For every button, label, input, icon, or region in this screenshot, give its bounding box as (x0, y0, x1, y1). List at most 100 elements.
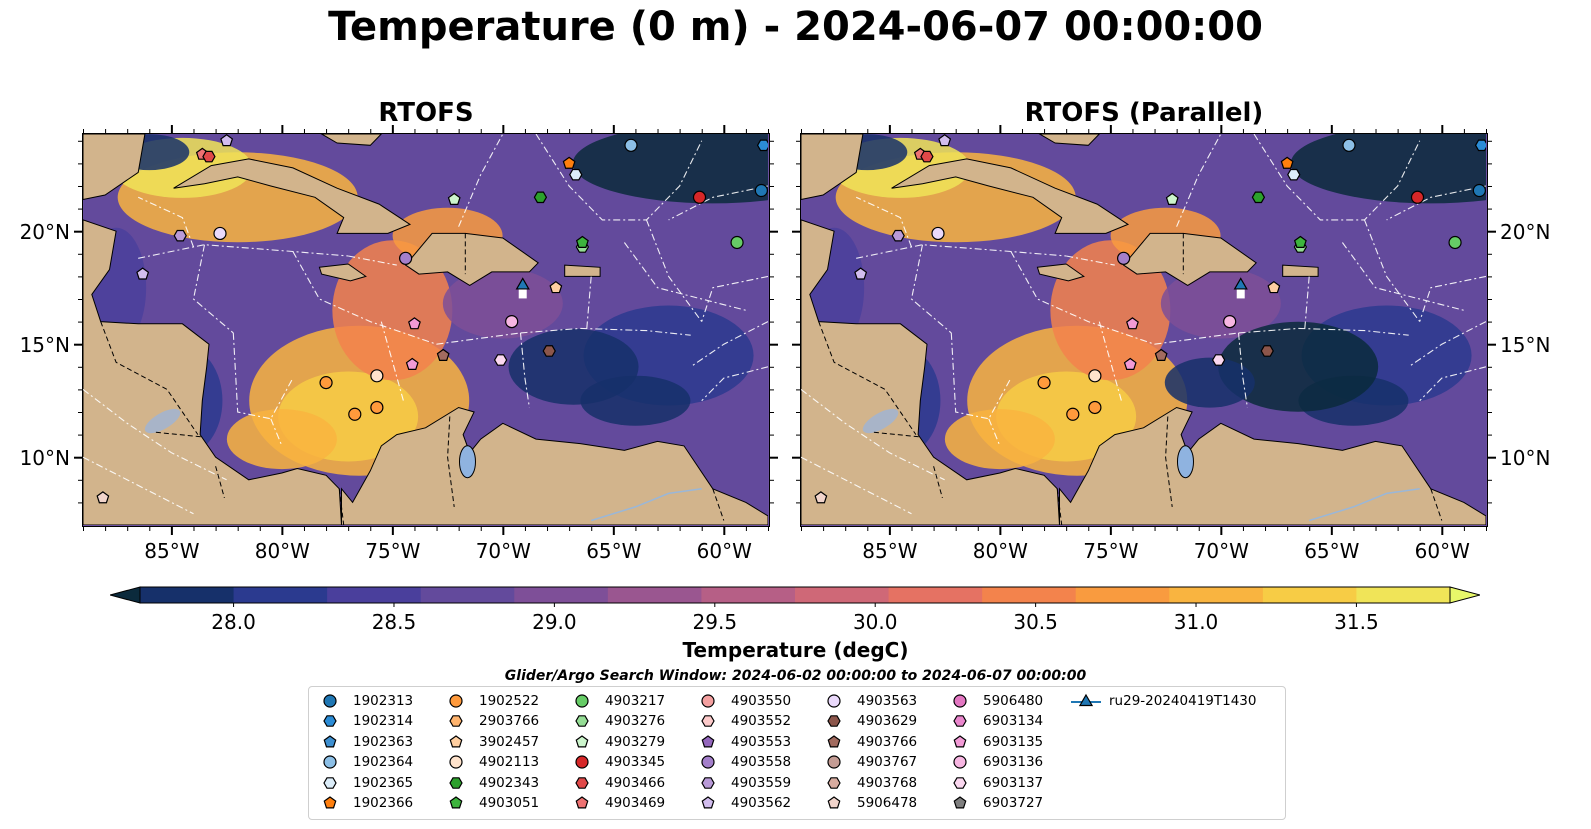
legend-label: 2903766 (479, 713, 540, 730)
legend-marker (575, 755, 589, 769)
colorbar-bin (795, 587, 890, 603)
legend-label: 4903553 (731, 733, 792, 750)
legend-marker-shape (323, 755, 337, 769)
legend-label: 1902365 (353, 774, 414, 791)
legend-marker (449, 715, 463, 728)
observation-4903558 (399, 251, 413, 265)
legend-marker-shape (953, 776, 967, 789)
colorbar-tick-label: 30.0 (852, 610, 898, 634)
legend-item: 1902365 (313, 773, 413, 793)
eez-boundary (645, 219, 703, 322)
legend-label: 4903768 (857, 774, 918, 791)
legend-label: 1902366 (353, 795, 414, 811)
legend-item: 1902363 (313, 732, 413, 752)
observation-4903345 (692, 190, 707, 204)
legend-marker-shape (449, 735, 463, 748)
lon-tick-label: 65°W (586, 539, 642, 563)
legend-label: 4903766 (857, 733, 918, 750)
country-border (818, 321, 917, 435)
eez-boundary (668, 185, 769, 221)
land-jamaica (318, 263, 367, 282)
eez-boundary (1419, 366, 1487, 402)
land-yucatan (83, 134, 146, 201)
eez-boundary (988, 418, 1001, 447)
legend-label: 1902522 (479, 693, 540, 709)
legend-marker (323, 694, 337, 708)
lon-tick-label: 75°W (1083, 539, 1139, 563)
legend-item: 4903563 (817, 691, 917, 711)
glider-track (518, 288, 527, 299)
legend-item: 4903766 (817, 732, 917, 752)
legend-label: 1902314 (353, 713, 414, 730)
eez-boundary (1408, 321, 1487, 368)
observation-1902522 (1088, 400, 1102, 415)
legend-marker-shape (701, 694, 715, 708)
observation-4903562 (938, 134, 952, 147)
lon-tick-label: 70°W (475, 539, 531, 563)
lon-tick-label: 80°W (254, 539, 310, 563)
legend-marker-shape (701, 776, 715, 789)
lake-nicaragua (144, 408, 181, 434)
eez-boundary (519, 332, 530, 408)
legend-label: 4903550 (731, 693, 792, 709)
legend-marker-shape (575, 694, 589, 708)
legend-marker-shape (449, 776, 463, 789)
legend-marker (953, 715, 967, 728)
temperature-map-rtofs-parallel (801, 134, 1487, 526)
eez-boundary (701, 275, 769, 322)
eez-boundary (1386, 185, 1487, 221)
legend-item: 4902113 (439, 752, 539, 772)
legend-label: 4903552 (731, 713, 792, 730)
observation-3902457 (549, 280, 563, 294)
colorbar-bin (982, 587, 1077, 603)
legend-marker (449, 755, 463, 769)
colorbar-bin (1169, 587, 1264, 603)
legend-marker (827, 776, 841, 789)
legend-label: 4903562 (731, 795, 792, 811)
observation-4903562 (136, 267, 150, 280)
legend-marker-shape (827, 694, 841, 708)
legend-marker (701, 735, 715, 748)
colorbar-bin (1075, 587, 1170, 603)
observation-4903345 (1410, 190, 1425, 204)
legend-item: 4903466 (565, 773, 665, 793)
legend-marker (323, 735, 337, 748)
legend-marker (827, 715, 841, 728)
legend-marker-shape (701, 715, 715, 728)
legend-label: 4903767 (857, 754, 918, 771)
panel-title-rtofs-parallel: RTOFS (Parallel) (1024, 98, 1264, 128)
eez-boundary (1253, 134, 1421, 221)
legend-item: 3902457 (439, 732, 539, 752)
legend-marker-shape (323, 796, 337, 809)
observation-1902522 (1037, 376, 1051, 390)
lat-tick-label: 15°N (1500, 332, 1551, 357)
observation-4902343 (533, 191, 548, 204)
figure-title: Temperature (0 m) - 2024-06-07 00:00:00 (328, 4, 1263, 50)
eez-boundary (138, 244, 349, 259)
legend-marker-shape (323, 776, 337, 789)
observation-1902522 (370, 400, 384, 415)
legend-item: 1902522 (439, 691, 539, 711)
land-jamaica (1036, 263, 1085, 282)
lon-tick-label: 65°W (1304, 539, 1360, 563)
observation-6903136 (505, 314, 519, 329)
eez-boundary (83, 388, 227, 481)
search-window-text: Glider/Argo Search Window: 2024-06-02 00… (504, 668, 1087, 684)
legend-item: 4903768 (817, 773, 917, 793)
eez-boundary (1010, 251, 1239, 345)
river-orinoco (590, 488, 702, 522)
legend-label: 6903727 (983, 795, 1044, 811)
observation-4902113 (1088, 369, 1102, 383)
lake-maracaibo (1176, 445, 1194, 479)
observation-5906478 (814, 491, 828, 504)
eez-boundary (1419, 275, 1487, 322)
legend-marker-shape (827, 755, 841, 769)
observation-4903563 (213, 226, 227, 241)
land-hispaniola (404, 232, 539, 286)
eez-boundary (690, 321, 769, 368)
legend-marker (323, 796, 337, 809)
observation-4903559 (173, 229, 187, 242)
eez-boundary (520, 327, 691, 336)
legend-item: 4903558 (691, 752, 791, 772)
